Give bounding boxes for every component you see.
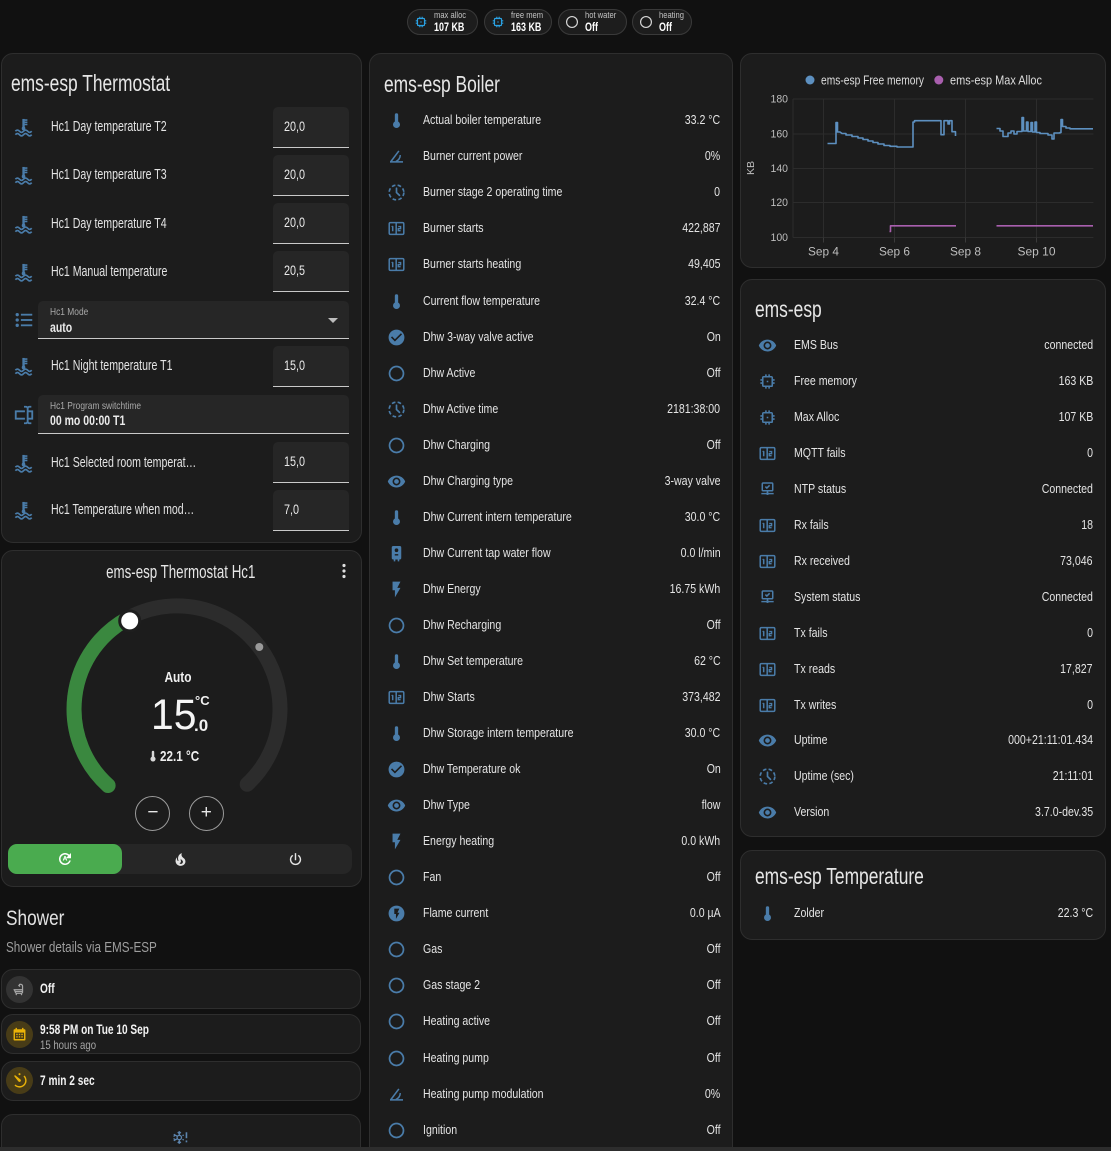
svg-text:140: 140: [771, 163, 789, 175]
svg-text:100: 100: [771, 232, 789, 244]
svg-text:Sep 10: Sep 10: [1018, 247, 1056, 259]
svg-text:160: 160: [771, 129, 789, 141]
svg-text:KB: KB: [745, 161, 757, 175]
svg-text:ems-esp Max Alloc: ems-esp Max Alloc: [950, 73, 1042, 88]
svg-text:180: 180: [771, 94, 789, 106]
svg-text:ems-esp Free memory: ems-esp Free memory: [821, 73, 924, 88]
svg-text:120: 120: [771, 197, 789, 209]
svg-text:Sep 8: Sep 8: [950, 247, 981, 259]
svg-text:Sep 4: Sep 4: [808, 247, 840, 259]
svg-text:Sep 6: Sep 6: [879, 247, 910, 259]
